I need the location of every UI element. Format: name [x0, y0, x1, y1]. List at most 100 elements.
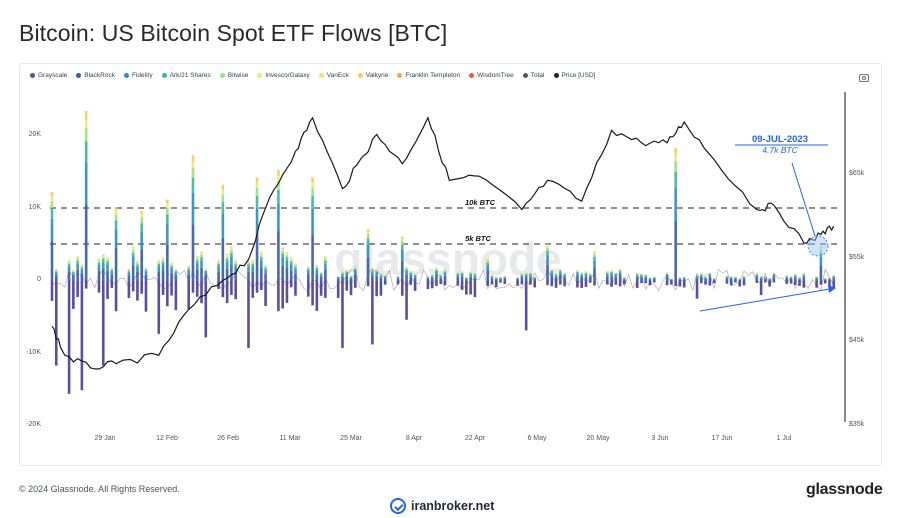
inflow-segment: [379, 276, 383, 278]
inflow-segment: [136, 262, 139, 265]
outflow-bar: [375, 281, 378, 297]
inflow-segment: [533, 277, 537, 279]
outflow-bar: [435, 281, 438, 287]
inflow-segment: [170, 266, 173, 269]
total-flow-line: [51, 268, 834, 292]
legend-item-price-usd-[interactable]: Price [USD]: [553, 72, 595, 79]
inflow-segment: [140, 231, 144, 250]
inflow-segment: [255, 196, 259, 209]
x-tick-label: 29 Jan: [94, 435, 115, 442]
inflow-segment: [635, 277, 639, 281]
inflow-segment: [793, 277, 797, 281]
inflow-segment: [665, 273, 669, 274]
inflow-segment: [345, 270, 349, 272]
outflow-bar: [704, 281, 707, 285]
inflow-segment: [72, 270, 75, 271]
outflow-bar: [174, 281, 178, 311]
inflow-segment: [50, 208, 54, 219]
legend-item-vaneck[interactable]: VanEck: [318, 72, 349, 79]
inflow-segment: [618, 270, 622, 272]
inflow-segment: [729, 276, 733, 278]
legend-item-total[interactable]: Total: [522, 72, 545, 79]
inflow-segment: [307, 267, 310, 270]
outflow-bar: [738, 281, 742, 287]
inflow-segment: [311, 182, 314, 188]
outflow-bar: [166, 281, 169, 307]
inflow-segment: [366, 229, 370, 232]
inflow-segment: [131, 256, 135, 266]
inflow-segment: [704, 278, 707, 281]
legend-item-franklin-templeton[interactable]: Franklin Templeton: [397, 72, 460, 79]
inflow-segment: [366, 231, 370, 235]
legend-item-fidelity[interactable]: Fidelity: [123, 72, 153, 79]
inflow-segment: [759, 277, 763, 279]
inflow-segment: [409, 276, 413, 281]
legend-item-invesco-galaxy[interactable]: Invesco/Galaxy: [257, 72, 310, 79]
legend-item-bitwise[interactable]: Bitwise: [219, 72, 248, 79]
outflow-bar: [170, 281, 173, 296]
inflow-segment: [144, 269, 148, 272]
legend-item-wisdomtree[interactable]: WisdomTree: [469, 72, 514, 79]
inflow-segment: [405, 274, 408, 281]
inflow-segment: [550, 268, 554, 270]
inflow-segment: [72, 276, 75, 281]
legend-item-valkyrie[interactable]: Valkyrie: [357, 72, 389, 79]
inflow-segment: [234, 264, 237, 267]
inflow-segment: [260, 253, 263, 256]
inflow-segment: [136, 266, 139, 272]
inflow-segment: [610, 276, 613, 281]
inflow-segment: [324, 260, 327, 264]
inflow-segment: [114, 210, 118, 215]
inflow-segment: [127, 270, 131, 272]
legend-item-ark-21-shares[interactable]: Ark/21 Shares: [161, 72, 211, 79]
inflow-segment: [400, 249, 404, 262]
inflow-segment: [678, 278, 682, 280]
outflow-bar: [277, 281, 280, 312]
inflow-segment: [516, 278, 519, 280]
legend-swatch: [257, 73, 263, 78]
inflow-segment: [584, 272, 588, 274]
inflow-segment: [413, 277, 417, 281]
inflow-segment: [670, 279, 673, 281]
y-left-tick-label: 0: [37, 276, 41, 283]
outflow-bar: [674, 281, 677, 287]
inflow-segment: [157, 260, 161, 262]
inflow-segment: [798, 278, 801, 280]
inflow-segment: [345, 271, 349, 274]
inflow-segment: [486, 261, 490, 263]
inflow-segment: [772, 274, 776, 276]
inflow-segment: [311, 196, 314, 209]
legend-item-blackrock[interactable]: BlackRock: [76, 72, 115, 79]
outflow-bar: [593, 281, 596, 286]
inflow-segment: [110, 271, 114, 275]
camera-icon[interactable]: [859, 74, 869, 82]
inflow-segment: [618, 275, 622, 281]
legend-swatch: [123, 73, 129, 78]
inflow-segment: [324, 263, 327, 270]
inflow-segment: [819, 265, 823, 281]
inflow-segment: [614, 275, 618, 278]
outflow-bar: [366, 281, 370, 287]
inflow-segment: [260, 268, 263, 281]
reference-line-label: 10k BTC: [465, 198, 496, 207]
inflow-segment: [640, 275, 643, 276]
inflow-segment: [469, 276, 472, 281]
inflow-segment: [409, 272, 413, 273]
inflow-segment: [200, 257, 203, 261]
x-tick-label: 25 Mar: [340, 435, 362, 442]
inflow-segment: [67, 260, 71, 262]
inflow-segment: [174, 276, 178, 281]
inflow-segment: [371, 269, 374, 270]
legend-swatch: [76, 73, 82, 78]
inflow-segment: [251, 263, 255, 267]
inflow-segment: [80, 267, 84, 270]
inflow-segment: [315, 269, 319, 274]
outflow-bar: [678, 281, 682, 287]
inflow-segment: [473, 273, 477, 275]
legend-label: Valkyrie: [365, 72, 389, 79]
inflow-segment: [204, 275, 208, 281]
inflow-segment: [289, 258, 293, 260]
legend-item-grayscale[interactable]: Grayscale: [30, 72, 67, 79]
inflow-segment: [405, 267, 408, 269]
inflow-segment: [101, 268, 105, 281]
